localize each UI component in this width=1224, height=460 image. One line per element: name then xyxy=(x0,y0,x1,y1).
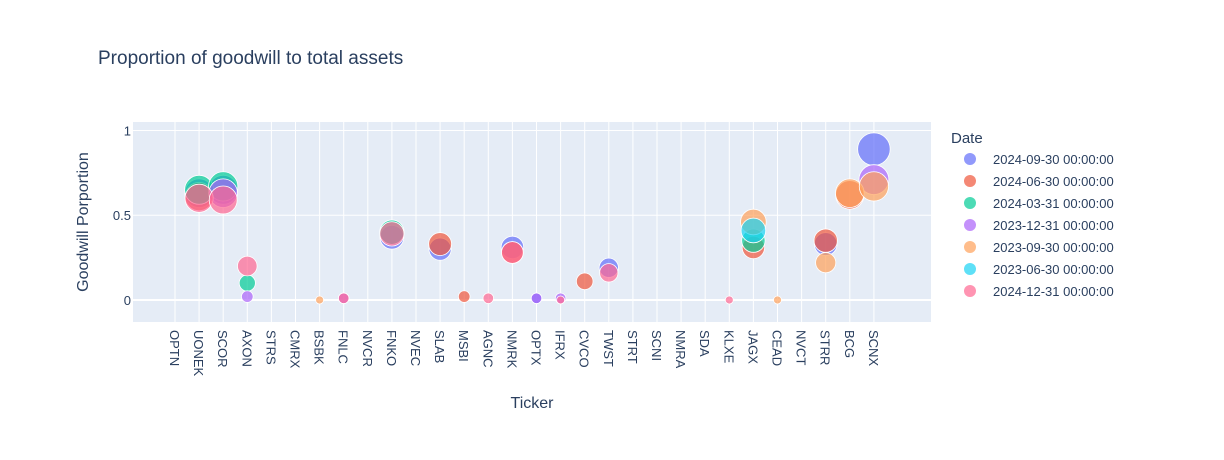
data-point xyxy=(338,292,350,304)
data-point xyxy=(457,290,471,303)
x-tick-label: SLAB xyxy=(432,330,447,363)
data-point xyxy=(241,290,254,303)
x-tick-label: TWST xyxy=(601,330,616,367)
data-point xyxy=(599,263,619,283)
data-point xyxy=(482,292,495,304)
x-tick-label: CMRX xyxy=(288,330,303,369)
legend-label: 2023-06-30 00:00:00 xyxy=(993,262,1114,277)
legend-label: 2024-12-31 00:00:00 xyxy=(993,284,1114,299)
chart-title: Proportion of goodwill to total assets xyxy=(98,48,403,69)
x-tick-label: FNLC xyxy=(336,330,351,364)
data-point xyxy=(575,272,594,291)
data-point xyxy=(315,295,325,305)
x-tick-label: STRT xyxy=(625,330,640,364)
x-tick-label: NMRK xyxy=(504,330,519,369)
data-point xyxy=(556,295,565,305)
x-tick-label: IFRX xyxy=(553,330,568,360)
legend-marker xyxy=(964,219,976,231)
data-point xyxy=(238,274,256,292)
legend-marker xyxy=(964,153,976,165)
data-point xyxy=(858,171,889,202)
data-point xyxy=(428,232,452,256)
x-tick-label: CVCO xyxy=(577,330,592,368)
x-tick-label: SDA xyxy=(697,330,712,357)
x-tick-label: OPTX xyxy=(529,330,544,366)
x-tick-label: SCNX xyxy=(866,330,881,366)
legend-label: 2024-09-30 00:00:00 xyxy=(993,152,1114,167)
x-tick-label: OPTN xyxy=(167,330,182,366)
data-point xyxy=(740,217,767,244)
y-tick-label: 0 xyxy=(124,293,131,308)
x-tick-label: STRS xyxy=(263,330,278,365)
legend: Date 2024-09-30 00:00:00 2024-06-30 00:00… xyxy=(951,130,1114,299)
x-tick-label: NMRA xyxy=(673,330,688,369)
x-axis-ticks: OPTN UONEK SCOR AXON STRS CMRX BSBK FNLC NVCR FNK… xyxy=(167,330,881,377)
x-tick-label: NVCT xyxy=(794,330,809,365)
x-tick-label: NVEC xyxy=(408,330,423,366)
x-tick-label: BSBK xyxy=(312,330,327,365)
legend-marker xyxy=(964,197,976,209)
x-tick-label: BCG xyxy=(842,330,857,358)
data-point xyxy=(857,132,891,166)
legend-marker xyxy=(964,241,976,253)
data-point xyxy=(773,295,782,305)
x-tick-label: AGNC xyxy=(480,330,495,368)
x-tick-label: SCNI xyxy=(649,330,664,361)
legend-marker xyxy=(964,175,976,187)
y-axis-ticks: 00.51 xyxy=(113,123,131,307)
legend-label: 2023-12-31 00:00:00 xyxy=(993,218,1114,233)
x-tick-label: JAGX xyxy=(745,330,760,364)
x-tick-label: SCOR xyxy=(215,330,230,368)
legend-marker xyxy=(964,285,976,297)
x-tick-label: NVCR xyxy=(360,330,375,367)
data-point xyxy=(530,292,543,304)
data-point xyxy=(813,228,838,253)
data-point xyxy=(379,221,405,247)
y-tick-label: 0.5 xyxy=(113,208,131,223)
x-tick-label: KLXE xyxy=(721,330,736,364)
legend-label: 2023-09-30 00:00:00 xyxy=(993,240,1114,255)
data-point xyxy=(501,241,524,264)
x-tick-label: MSBI xyxy=(456,330,471,362)
data-point xyxy=(208,185,238,215)
data-points xyxy=(184,132,891,305)
legend-marker xyxy=(964,263,976,275)
legend-label: 2024-03-31 00:00:00 xyxy=(993,196,1114,211)
legend-label: 2024-06-30 00:00:00 xyxy=(993,174,1114,189)
data-point xyxy=(237,255,258,277)
x-tick-label: UONEK xyxy=(191,330,206,377)
legend-title: Date xyxy=(951,130,983,147)
x-tick-label: STRR xyxy=(818,330,833,365)
y-axis-title: Goodwill Porportion xyxy=(75,152,92,292)
data-point xyxy=(815,252,837,274)
x-tick-label: CEAD xyxy=(770,330,785,366)
x-tick-label: FNKO xyxy=(384,330,399,366)
y-tick-label: 1 xyxy=(124,123,131,138)
x-tick-label: AXON xyxy=(239,330,254,367)
data-point xyxy=(724,295,734,305)
x-axis-title: Ticker xyxy=(511,395,555,412)
plot-area xyxy=(133,122,931,322)
